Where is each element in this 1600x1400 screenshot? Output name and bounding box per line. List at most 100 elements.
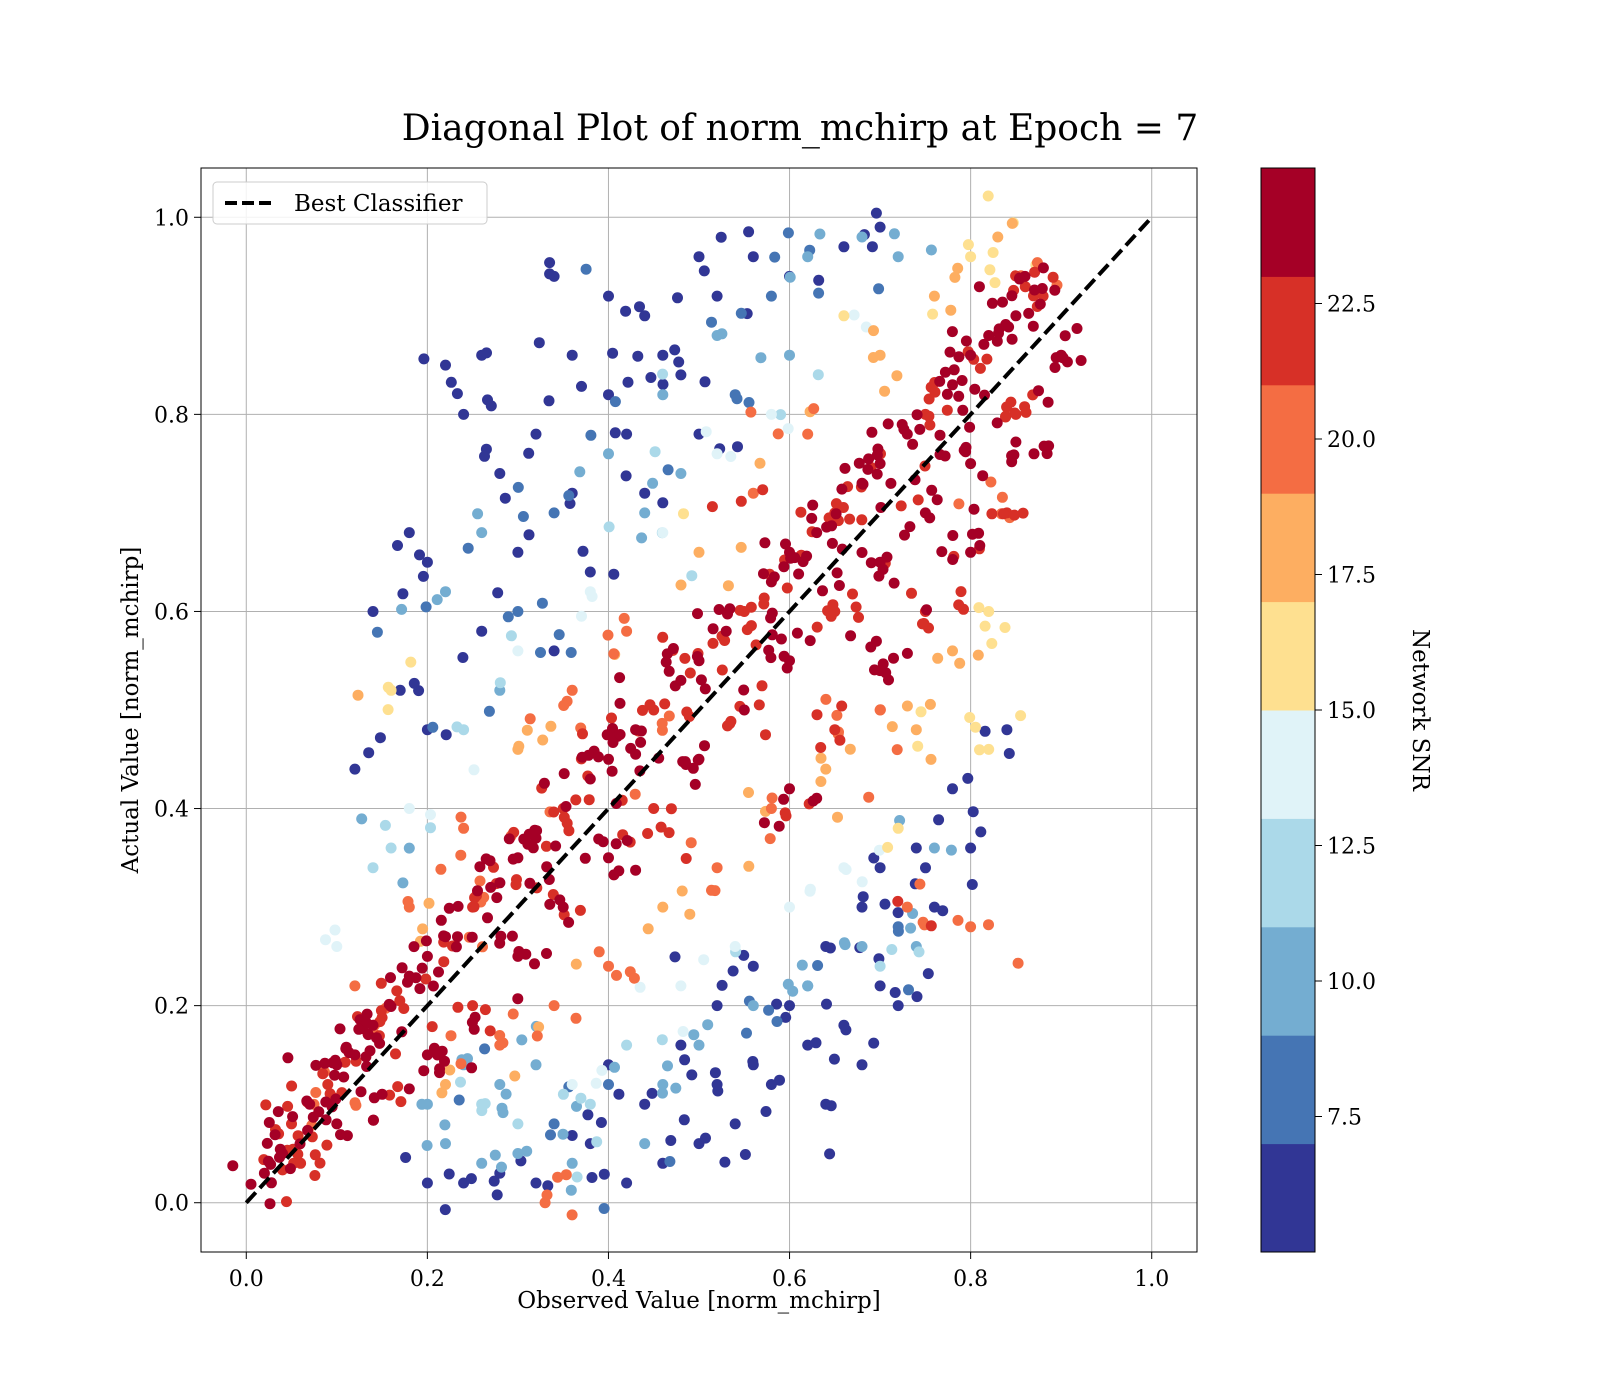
scatter-point <box>317 1068 329 1080</box>
scatter-point <box>969 383 981 395</box>
scatter-point <box>966 879 978 890</box>
scatter-point <box>474 861 486 873</box>
scatter-point <box>912 494 924 506</box>
scatter-point <box>1043 440 1055 452</box>
scatter-point <box>1034 298 1046 310</box>
scatter-point <box>309 1170 321 1181</box>
scatter-point <box>582 1109 594 1121</box>
scatter-point <box>1050 352 1062 364</box>
scatter-point <box>609 427 621 439</box>
scatter-point <box>614 672 626 684</box>
scatter-point <box>403 527 415 539</box>
scatter-point <box>913 946 925 958</box>
y-tick-label: 0.0 <box>154 1192 189 1217</box>
scatter-point <box>576 751 588 763</box>
scatter-point <box>522 838 534 850</box>
scatter-point <box>570 1012 582 1024</box>
scatter-point <box>349 1097 361 1109</box>
scatter-point <box>374 732 386 744</box>
scatter-point <box>329 1069 341 1081</box>
scatter-point <box>349 980 361 992</box>
scatter-point <box>738 704 750 716</box>
scatter-point <box>830 508 842 520</box>
scatter-point <box>455 811 467 823</box>
scatter-point <box>462 542 474 554</box>
scatter-point <box>608 648 620 660</box>
scatter-point <box>763 1004 775 1016</box>
scatter-point <box>550 840 562 852</box>
scatter-point <box>868 1037 880 1049</box>
scatter-point <box>397 877 409 889</box>
scatter-point <box>602 629 614 641</box>
scatter-point <box>924 419 936 431</box>
scatter-point <box>911 409 923 421</box>
scatter-point <box>474 875 486 887</box>
scatter-point <box>754 457 766 469</box>
scatter-point <box>1010 408 1022 420</box>
scatter-point <box>566 684 578 696</box>
scatter-point <box>905 922 917 934</box>
scatter-point <box>427 980 439 992</box>
scatter-point <box>322 1079 334 1090</box>
scatter-point <box>814 228 826 240</box>
scatter-point <box>570 958 582 970</box>
scatter-point <box>996 491 1008 503</box>
scatter-point <box>645 372 657 383</box>
scatter-point <box>421 1049 433 1061</box>
scatter-point <box>352 689 364 701</box>
scatter-point <box>886 944 898 955</box>
scatter-point <box>676 885 688 897</box>
scatter-point <box>782 227 794 239</box>
scatter-point <box>873 283 885 295</box>
scatter-point <box>512 993 524 1005</box>
scatter-point <box>586 1172 598 1183</box>
scatter-point <box>227 1160 239 1172</box>
scatter-point <box>621 625 633 637</box>
scatter-point <box>735 307 747 319</box>
scatter-point <box>657 368 669 380</box>
scatter-point <box>766 792 778 804</box>
scatter-point <box>931 494 943 506</box>
scatter-point <box>928 842 940 854</box>
scatter-point <box>853 611 864 623</box>
scatter-point <box>563 825 575 837</box>
scatter-point <box>611 969 622 981</box>
scatter-point <box>914 423 926 435</box>
scatter-point <box>523 447 535 459</box>
scatter-point <box>693 1039 705 1051</box>
scatter-point <box>433 966 444 978</box>
scatter-point <box>947 379 958 391</box>
scatter-point <box>870 207 882 219</box>
scatter-point <box>663 665 675 677</box>
scatter-point <box>688 1029 700 1041</box>
scatter-point <box>335 1129 346 1141</box>
scatter-point <box>531 1030 543 1042</box>
scatter-point <box>747 487 759 499</box>
scatter-point <box>603 290 614 302</box>
scatter-point <box>944 346 956 358</box>
scatter-point <box>813 274 825 286</box>
scatter-point <box>954 657 966 669</box>
scatter-point <box>778 793 790 805</box>
scatter-point <box>758 592 770 604</box>
x-axis-ticks: 0.0 0.2 0.4 0.6 0.8 1.0 <box>229 1252 1169 1292</box>
scatter-point <box>621 1039 633 1051</box>
scatter-point <box>452 931 463 943</box>
scatter-point <box>725 451 737 462</box>
colorbar-segment <box>1261 710 1315 819</box>
scatter-point <box>765 408 777 420</box>
scatter-point <box>775 633 787 645</box>
scatter-point <box>634 301 645 313</box>
scatter-point <box>856 514 868 526</box>
scatter-point <box>684 908 696 920</box>
scatter-point <box>735 541 747 553</box>
x-tick-label: 0.4 <box>591 1267 626 1292</box>
scatter-point <box>891 370 903 382</box>
scatter-point <box>533 337 545 349</box>
scatter-point <box>1019 281 1031 293</box>
scatter-point <box>635 736 647 748</box>
scatter-point <box>579 852 591 864</box>
scatter-point <box>524 713 536 725</box>
scatter-point <box>593 833 605 845</box>
scatter-point <box>451 721 463 733</box>
